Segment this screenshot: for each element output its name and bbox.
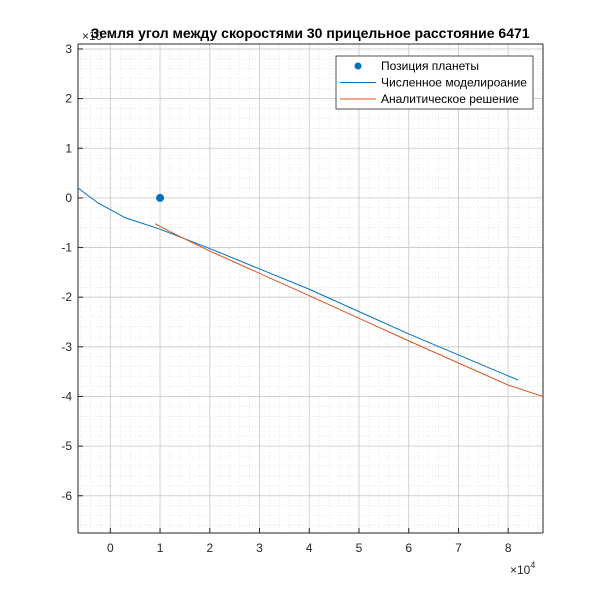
axes-background — [78, 44, 543, 533]
y-tick-label: 3 — [65, 42, 72, 56]
y-exponent-label: ×10 — [82, 29, 103, 43]
x-tick-label: 2 — [206, 541, 213, 555]
legend-entry-1: Численное моделироание — [381, 76, 527, 90]
x-tick-label: 4 — [306, 541, 313, 555]
x-tick-label: 7 — [455, 541, 462, 555]
series-line-2 — [154, 223, 543, 397]
legend-entry-0: Позиция планеты — [381, 59, 479, 73]
y-tick-label: 0 — [65, 191, 72, 205]
x-tick-label: 0 — [107, 541, 114, 555]
chart-title: Земля угол между скоростями 30 прицельно… — [90, 25, 529, 41]
y-tick-label: -1 — [61, 241, 72, 255]
planet-position-marker — [156, 193, 165, 202]
y-tick-label: -6 — [61, 489, 72, 503]
y-tick-label: -3 — [61, 340, 72, 354]
y-tick-label: -2 — [61, 290, 72, 304]
x-tick-label: 5 — [356, 541, 363, 555]
x-tick-label: 3 — [256, 541, 263, 555]
y-tick-label: -5 — [61, 439, 72, 453]
legend-entry-2: Аналитическое решение — [381, 92, 519, 106]
x-tick-label: 1 — [157, 541, 164, 555]
y-tick-label: -4 — [61, 389, 72, 403]
x-tick-label: 6 — [405, 541, 412, 555]
y-tick-label: 2 — [65, 92, 72, 106]
x-exponent-label: ×104 — [510, 560, 535, 577]
plot-area: 0 1 2 3 4 5 6 7 8 3 2 1 0 -1 -2 -3 -4 -5 -6 ×104 ×10 Позиция … — [61, 29, 544, 577]
y-tick-label: 1 — [65, 141, 72, 155]
legend-marker-0 — [354, 62, 362, 70]
x-tick-label: 8 — [505, 541, 512, 555]
